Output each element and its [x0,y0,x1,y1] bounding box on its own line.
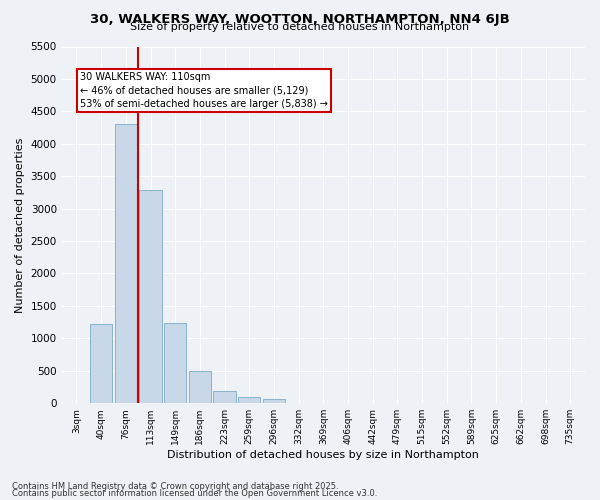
Bar [214,391,236,403]
Text: Contains HM Land Registry data © Crown copyright and database right 2025.: Contains HM Land Registry data © Crown c… [12,482,338,491]
X-axis label: Distribution of detached houses by size in Northampton: Distribution of detached houses by size … [167,450,479,460]
Y-axis label: Number of detached properties: Number of detached properties [15,137,25,312]
Bar [90,324,112,403]
Bar [139,190,161,403]
Bar [263,400,285,403]
Text: 30, WALKERS WAY, WOOTTON, NORTHAMPTON, NN4 6JB: 30, WALKERS WAY, WOOTTON, NORTHAMPTON, N… [90,12,510,26]
Bar [164,323,187,403]
Text: 30 WALKERS WAY: 110sqm
← 46% of detached houses are smaller (5,129)
53% of semi-: 30 WALKERS WAY: 110sqm ← 46% of detached… [80,72,328,109]
Bar [238,398,260,403]
Bar [189,372,211,403]
Text: Contains public sector information licensed under the Open Government Licence v3: Contains public sector information licen… [12,490,377,498]
Text: Size of property relative to detached houses in Northampton: Size of property relative to detached ho… [130,22,470,32]
Bar [115,124,137,403]
